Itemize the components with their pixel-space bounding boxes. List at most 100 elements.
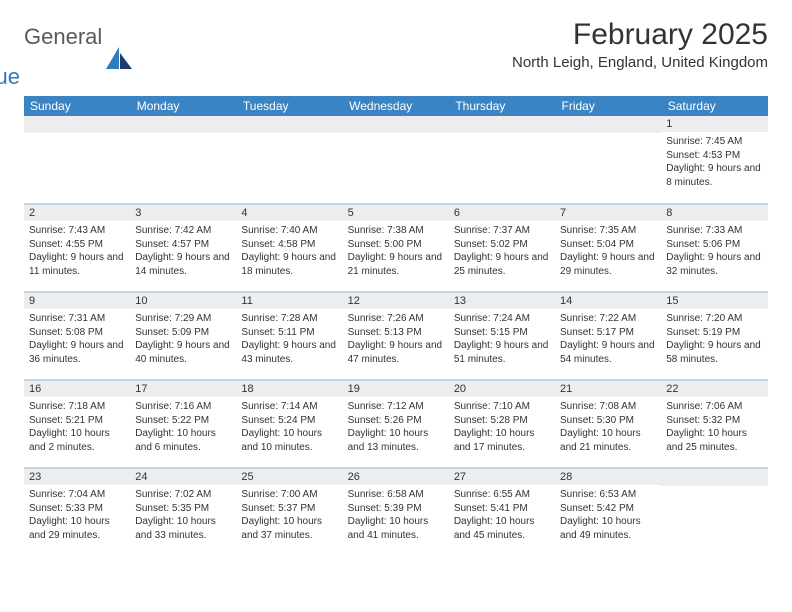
calendar-cell: 2Sunrise: 7:43 AMSunset: 4:55 PMDaylight… xyxy=(24,204,130,292)
sunrise-line: Sunrise: 6:58 AM xyxy=(348,488,444,502)
day-details: Sunrise: 7:31 AMSunset: 5:08 PMDaylight:… xyxy=(24,309,130,370)
weekday-header: Thursday xyxy=(449,96,555,116)
calendar-cell: 14Sunrise: 7:22 AMSunset: 5:17 PMDayligh… xyxy=(555,292,661,380)
calendar-body: 1Sunrise: 7:45 AMSunset: 4:53 PMDaylight… xyxy=(24,116,768,556)
day-details: Sunrise: 7:35 AMSunset: 5:04 PMDaylight:… xyxy=(555,221,661,282)
calendar-table: SundayMondayTuesdayWednesdayThursdayFrid… xyxy=(24,96,768,556)
day-number xyxy=(236,116,342,133)
calendar-cell-empty xyxy=(449,116,555,204)
daylight-line: Daylight: 9 hours and 21 minutes. xyxy=(348,251,444,278)
sunset-line: Sunset: 5:39 PM xyxy=(348,502,444,516)
day-number: 23 xyxy=(24,469,130,485)
sunrise-line: Sunrise: 7:40 AM xyxy=(241,224,337,238)
sunrise-line: Sunrise: 7:38 AM xyxy=(348,224,444,238)
daylight-line: Daylight: 9 hours and 40 minutes. xyxy=(135,339,231,366)
daylight-line: Daylight: 10 hours and 29 minutes. xyxy=(29,515,125,542)
sunset-line: Sunset: 5:35 PM xyxy=(135,502,231,516)
sunrise-line: Sunrise: 7:10 AM xyxy=(454,400,550,414)
day-number: 18 xyxy=(236,381,342,397)
daylight-line: Daylight: 9 hours and 36 minutes. xyxy=(29,339,125,366)
day-details: Sunrise: 7:40 AMSunset: 4:58 PMDaylight:… xyxy=(236,221,342,282)
calendar-row: 9Sunrise: 7:31 AMSunset: 5:08 PMDaylight… xyxy=(24,292,768,380)
sunrise-line: Sunrise: 7:08 AM xyxy=(560,400,656,414)
sunset-line: Sunset: 5:28 PM xyxy=(454,414,550,428)
sunrise-line: Sunrise: 7:29 AM xyxy=(135,312,231,326)
sunset-line: Sunset: 5:41 PM xyxy=(454,502,550,516)
day-number: 26 xyxy=(343,469,449,485)
day-number xyxy=(555,116,661,133)
header: General Blue February 2025 North Leigh, … xyxy=(24,18,768,88)
sunrise-line: Sunrise: 7:43 AM xyxy=(29,224,125,238)
day-number: 28 xyxy=(555,469,661,485)
day-number xyxy=(343,116,449,133)
sunset-line: Sunset: 5:08 PM xyxy=(29,326,125,340)
day-details: Sunrise: 7:08 AMSunset: 5:30 PMDaylight:… xyxy=(555,397,661,458)
sunset-line: Sunset: 5:11 PM xyxy=(241,326,337,340)
daylight-line: Daylight: 10 hours and 33 minutes. xyxy=(135,515,231,542)
day-details: Sunrise: 7:10 AMSunset: 5:28 PMDaylight:… xyxy=(449,397,555,458)
day-number: 12 xyxy=(343,293,449,309)
daylight-line: Daylight: 9 hours and 8 minutes. xyxy=(666,162,762,189)
day-details: Sunrise: 7:45 AMSunset: 4:53 PMDaylight:… xyxy=(661,132,767,193)
day-number: 24 xyxy=(130,469,236,485)
day-number: 14 xyxy=(555,293,661,309)
logo-word2: Blue xyxy=(0,66,102,88)
day-details: Sunrise: 7:18 AMSunset: 5:21 PMDaylight:… xyxy=(24,397,130,458)
day-details: Sunrise: 7:02 AMSunset: 5:35 PMDaylight:… xyxy=(130,485,236,546)
sunset-line: Sunset: 5:32 PM xyxy=(666,414,762,428)
day-details: Sunrise: 6:58 AMSunset: 5:39 PMDaylight:… xyxy=(343,485,449,546)
sunrise-line: Sunrise: 7:28 AM xyxy=(241,312,337,326)
calendar-cell: 8Sunrise: 7:33 AMSunset: 5:06 PMDaylight… xyxy=(661,204,767,292)
day-details: Sunrise: 7:33 AMSunset: 5:06 PMDaylight:… xyxy=(661,221,767,282)
sunrise-line: Sunrise: 7:00 AM xyxy=(241,488,337,502)
calendar-cell: 24Sunrise: 7:02 AMSunset: 5:35 PMDayligh… xyxy=(130,468,236,556)
weekday-header: Sunday xyxy=(24,96,130,116)
day-details: Sunrise: 7:42 AMSunset: 4:57 PMDaylight:… xyxy=(130,221,236,282)
day-details: Sunrise: 7:38 AMSunset: 5:00 PMDaylight:… xyxy=(343,221,449,282)
sunrise-line: Sunrise: 6:55 AM xyxy=(454,488,550,502)
day-details: Sunrise: 7:04 AMSunset: 5:33 PMDaylight:… xyxy=(24,485,130,546)
calendar-cell: 6Sunrise: 7:37 AMSunset: 5:02 PMDaylight… xyxy=(449,204,555,292)
calendar-cell: 13Sunrise: 7:24 AMSunset: 5:15 PMDayligh… xyxy=(449,292,555,380)
calendar-cell: 25Sunrise: 7:00 AMSunset: 5:37 PMDayligh… xyxy=(236,468,342,556)
daylight-line: Daylight: 9 hours and 47 minutes. xyxy=(348,339,444,366)
daylight-line: Daylight: 9 hours and 25 minutes. xyxy=(454,251,550,278)
day-details: Sunrise: 7:06 AMSunset: 5:32 PMDaylight:… xyxy=(661,397,767,458)
daylight-line: Daylight: 9 hours and 29 minutes. xyxy=(560,251,656,278)
sunset-line: Sunset: 5:37 PM xyxy=(241,502,337,516)
day-number: 19 xyxy=(343,381,449,397)
sunrise-line: Sunrise: 7:37 AM xyxy=(454,224,550,238)
sunrise-line: Sunrise: 7:12 AM xyxy=(348,400,444,414)
sunrise-line: Sunrise: 7:14 AM xyxy=(241,400,337,414)
calendar-cell: 21Sunrise: 7:08 AMSunset: 5:30 PMDayligh… xyxy=(555,380,661,468)
sunrise-line: Sunrise: 7:18 AM xyxy=(29,400,125,414)
day-number: 15 xyxy=(661,293,767,309)
sunrise-line: Sunrise: 7:06 AM xyxy=(666,400,762,414)
calendar-cell: 3Sunrise: 7:42 AMSunset: 4:57 PMDaylight… xyxy=(130,204,236,292)
calendar-cell: 7Sunrise: 7:35 AMSunset: 5:04 PMDaylight… xyxy=(555,204,661,292)
sunrise-line: Sunrise: 7:45 AM xyxy=(666,135,762,149)
sunset-line: Sunset: 5:19 PM xyxy=(666,326,762,340)
day-details: Sunrise: 7:43 AMSunset: 4:55 PMDaylight:… xyxy=(24,221,130,282)
sunset-line: Sunset: 5:13 PM xyxy=(348,326,444,340)
sunrise-line: Sunrise: 7:35 AM xyxy=(560,224,656,238)
day-details: Sunrise: 7:26 AMSunset: 5:13 PMDaylight:… xyxy=(343,309,449,370)
sunrise-line: Sunrise: 7:42 AM xyxy=(135,224,231,238)
day-details: Sunrise: 7:24 AMSunset: 5:15 PMDaylight:… xyxy=(449,309,555,370)
day-number xyxy=(661,469,767,486)
day-details: Sunrise: 7:37 AMSunset: 5:02 PMDaylight:… xyxy=(449,221,555,282)
day-details: Sunrise: 7:14 AMSunset: 5:24 PMDaylight:… xyxy=(236,397,342,458)
weekday-header: Wednesday xyxy=(343,96,449,116)
day-number: 13 xyxy=(449,293,555,309)
calendar-row: 1Sunrise: 7:45 AMSunset: 4:53 PMDaylight… xyxy=(24,116,768,204)
calendar-cell: 23Sunrise: 7:04 AMSunset: 5:33 PMDayligh… xyxy=(24,468,130,556)
day-number: 10 xyxy=(130,293,236,309)
day-number: 4 xyxy=(236,205,342,221)
calendar-cell: 17Sunrise: 7:16 AMSunset: 5:22 PMDayligh… xyxy=(130,380,236,468)
day-number: 7 xyxy=(555,205,661,221)
daylight-line: Daylight: 10 hours and 6 minutes. xyxy=(135,427,231,454)
sunset-line: Sunset: 5:26 PM xyxy=(348,414,444,428)
day-details: Sunrise: 7:16 AMSunset: 5:22 PMDaylight:… xyxy=(130,397,236,458)
calendar-cell: 22Sunrise: 7:06 AMSunset: 5:32 PMDayligh… xyxy=(661,380,767,468)
sunset-line: Sunset: 5:00 PM xyxy=(348,238,444,252)
